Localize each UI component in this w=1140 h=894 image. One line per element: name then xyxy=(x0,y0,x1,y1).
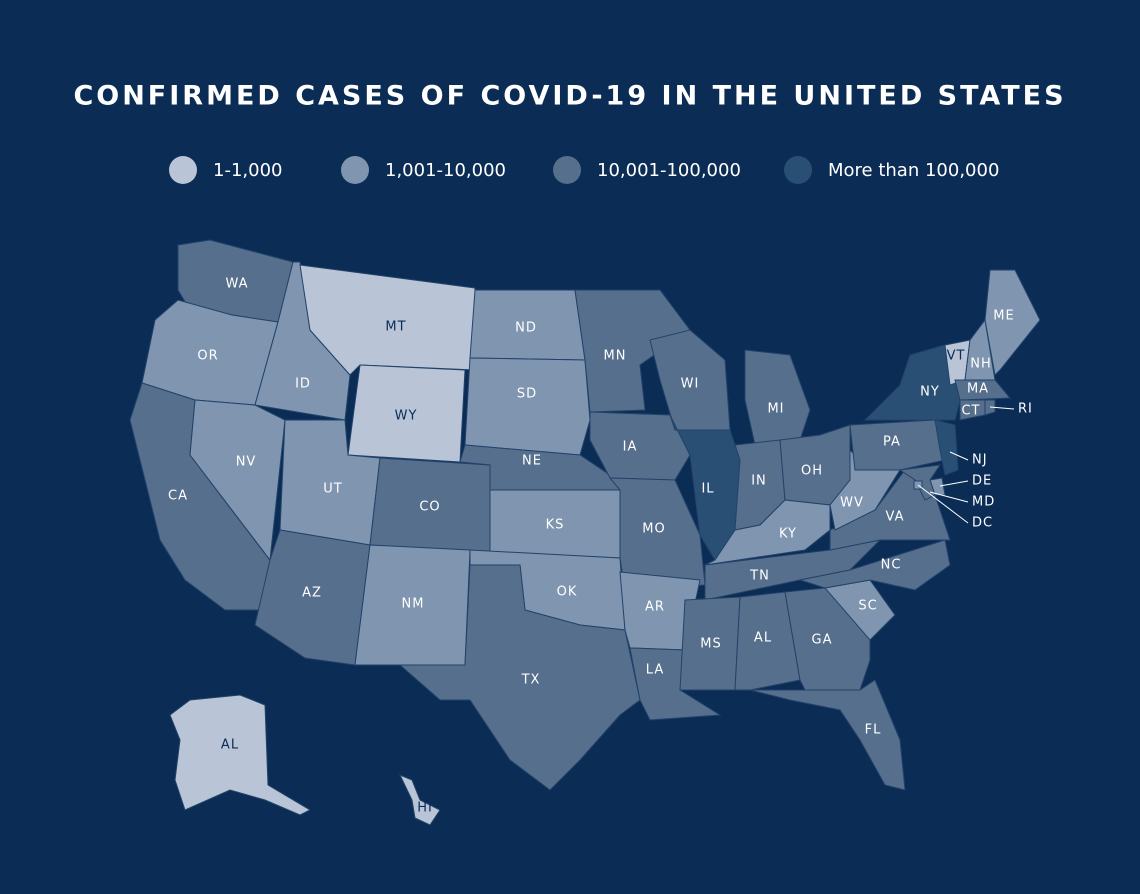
state-label: IL xyxy=(701,482,714,497)
state-shape xyxy=(574,289,691,413)
state-label: ND xyxy=(515,321,537,336)
state-label: LA xyxy=(646,663,664,678)
state-label: CO xyxy=(419,500,440,515)
state-shape xyxy=(189,399,286,562)
state-label: TN xyxy=(749,569,770,584)
state-label: WA xyxy=(225,277,248,292)
state-label: CA xyxy=(168,489,188,504)
state-label: MS xyxy=(700,637,721,652)
state-shape xyxy=(398,564,641,791)
state-shape xyxy=(734,591,801,691)
state-shape xyxy=(398,774,441,826)
state-label: AL xyxy=(221,738,239,753)
state-label: WI xyxy=(681,377,700,392)
state-label: SC xyxy=(858,599,877,614)
legend-label: 1,001-10,000 xyxy=(385,160,506,181)
state-label: DC xyxy=(972,516,993,531)
state-label: HI xyxy=(417,801,433,816)
state-label: PA xyxy=(883,435,901,450)
state-label: DE xyxy=(972,474,992,489)
state-label: OK xyxy=(557,585,578,600)
state-label: OR xyxy=(197,349,218,364)
state-label: OH xyxy=(801,464,823,479)
state-label: MO xyxy=(642,522,665,537)
state-label: AR xyxy=(645,600,665,615)
state-label: AZ xyxy=(302,586,322,601)
state-label: WY xyxy=(395,409,418,424)
legend-label: 1-1,000 xyxy=(213,160,282,181)
state-label: RI xyxy=(1018,402,1033,417)
state-label: ID xyxy=(295,377,311,392)
state-label: NE xyxy=(522,454,542,469)
state-shape xyxy=(849,419,946,471)
state-label: CT xyxy=(961,404,980,419)
state-label: SD xyxy=(517,387,537,402)
leader-line xyxy=(989,406,1015,410)
legend-label: 10,001-100,000 xyxy=(597,160,741,181)
state-shape xyxy=(169,694,312,816)
state-label: VA xyxy=(886,510,905,525)
state-shape xyxy=(798,539,951,591)
legend-label: More than 100,000 xyxy=(828,160,999,181)
state-label: IN xyxy=(751,474,767,489)
state-label: UT xyxy=(323,482,342,497)
state-shape xyxy=(749,679,906,791)
state-label: WV xyxy=(840,496,864,511)
state-label: KY xyxy=(779,527,797,542)
state-label: MT xyxy=(385,320,406,335)
map-title: CONFIRMED CASES OF COVID-19 IN THE UNITE… xyxy=(73,81,1066,112)
leader-line xyxy=(949,451,969,461)
state-label: NJ xyxy=(972,453,988,468)
state-label: FL xyxy=(865,723,882,738)
legend-swatch xyxy=(341,156,369,184)
leader-line xyxy=(929,491,969,503)
state-label: VT xyxy=(947,349,966,364)
leader-line xyxy=(939,480,969,487)
state-shape xyxy=(954,379,1012,401)
state-label: MD xyxy=(972,495,995,510)
state-shape xyxy=(934,419,959,476)
state-label: NH xyxy=(970,357,992,372)
state-label: MN xyxy=(604,349,627,364)
state-label: NC xyxy=(881,558,902,573)
state-label: GA xyxy=(812,633,833,648)
state-label: IA xyxy=(623,440,638,455)
state-label: AL xyxy=(754,631,772,646)
state-label: TX xyxy=(521,673,541,688)
state-label: MI xyxy=(767,402,784,417)
state-label: MA xyxy=(967,382,989,397)
state-label: NV xyxy=(236,455,257,470)
legend-swatch xyxy=(169,156,197,184)
state-shape xyxy=(464,357,591,456)
state-shape xyxy=(984,269,1041,377)
leader-line xyxy=(917,484,969,524)
state-label: NY xyxy=(920,385,940,400)
legend-swatch xyxy=(784,156,812,184)
legend-swatch xyxy=(553,156,581,184)
state-label: NM xyxy=(402,597,425,612)
state-label: KS xyxy=(546,518,565,533)
state-label: ME xyxy=(993,309,1014,324)
